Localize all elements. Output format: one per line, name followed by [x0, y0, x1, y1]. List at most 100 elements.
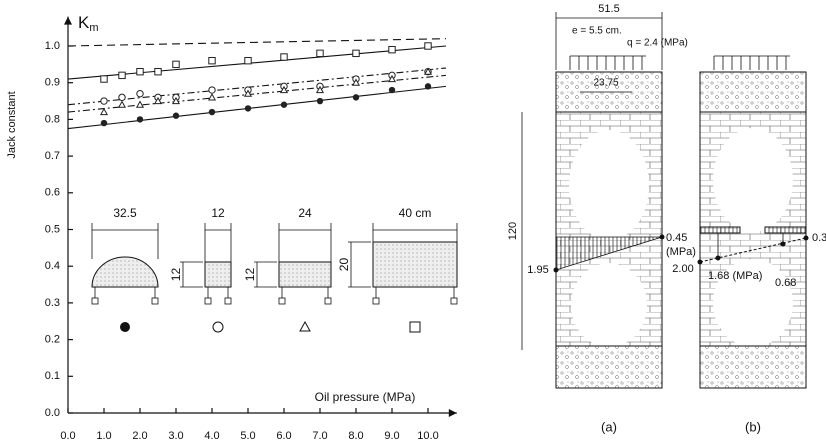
specimen: [91, 256, 159, 288]
marker-triangle: [207, 93, 217, 101]
specimen: [372, 241, 458, 288]
marker-square: [280, 53, 288, 61]
opening: [571, 263, 647, 347]
y-symbol: Km: [78, 13, 99, 33]
foot: [204, 297, 212, 305]
marker-dot: [352, 94, 360, 101]
marker-circle: [208, 86, 216, 94]
marker-triangle: [299, 320, 311, 332]
marker-dot: [136, 116, 144, 123]
opening: [569, 130, 649, 240]
marker-triangle: [135, 100, 145, 108]
y-tick-label: 0.5: [45, 223, 60, 235]
load-arrows: [569, 55, 646, 70]
specimen-height: 12: [243, 268, 257, 282]
x-axis-label: Oil pressure (MPa): [315, 390, 416, 404]
marker-triangle: [387, 74, 397, 83]
diagram-b: 0.3 0.68 2.00 1.68 (MPa) (b): [672, 55, 826, 434]
marker-triangle: [423, 67, 433, 75]
marker-square: [388, 45, 396, 54]
marker-triangle: [117, 100, 127, 108]
trend-line: [67, 67, 447, 106]
load-arrows: [713, 55, 790, 70]
mid-right-stress: 0.68: [775, 277, 796, 289]
marker-triangle: [351, 78, 361, 86]
y-axis-label: Jack constant: [6, 91, 18, 158]
point: [803, 235, 809, 241]
marker-square: [208, 56, 216, 65]
marker-square: [136, 67, 144, 76]
point: [659, 234, 665, 240]
specimen-height: 20: [337, 258, 351, 272]
x-tick-label: 3.0: [168, 430, 183, 442]
foot: [278, 297, 286, 305]
dim-line: [180, 261, 203, 288]
trend-line: [67, 74, 447, 113]
point: [780, 241, 786, 247]
y-symbol-sub: m: [89, 22, 98, 34]
opening: [713, 259, 793, 347]
dim-line: [372, 223, 458, 244]
marker-dot: [424, 83, 432, 90]
load-label: q = 2.4 (MPa): [627, 38, 688, 49]
point: [715, 255, 721, 261]
y-tick-label: 0.3: [45, 297, 60, 309]
stress-line: [699, 237, 807, 263]
width-dim: 51.5: [598, 3, 619, 15]
legs: [207, 287, 229, 299]
mid-left-stress: 1.68 (MPa): [708, 270, 762, 282]
base: [699, 345, 807, 389]
x-tick-label: 5.0: [240, 430, 255, 442]
y-tick-label: 0.8: [45, 113, 60, 125]
y-tick-label: 0.6: [45, 187, 60, 199]
top-cap: [699, 71, 807, 113]
x-tick-label: 10.0: [417, 430, 438, 442]
marker-triangle: [99, 107, 109, 116]
marker-triangle: [315, 85, 325, 94]
specimen-width: 24: [298, 206, 312, 220]
specimen-width: 12: [211, 206, 225, 220]
specimen-width: 40 cm: [399, 206, 432, 220]
y-tick-label: 1.0: [45, 40, 60, 52]
cap-dim: 23.75: [593, 78, 618, 89]
trend-line: [67, 85, 447, 130]
marker-dot: [120, 322, 130, 332]
dim-line: [254, 261, 277, 288]
marker-circle: [212, 321, 224, 333]
left-stress: 1.95: [527, 264, 548, 276]
marker-circle: [136, 90, 144, 98]
marker-square: [154, 67, 162, 76]
right-stress: 0.45: [666, 232, 687, 244]
marker-dot: [280, 101, 288, 108]
caption: (b): [745, 419, 761, 434]
y-symbol-main: K: [78, 13, 90, 32]
x-tick-label: 2.0: [132, 430, 147, 442]
diagram-a: 51.5 e = 5.5 cm. q = 2.4 (MPa) 23.75 120…: [507, 3, 696, 435]
x-tick-label: 8.0: [348, 430, 363, 442]
marker-triangle: [279, 85, 289, 94]
marker-square: [100, 75, 108, 83]
foot: [372, 297, 380, 305]
specimen: [204, 261, 232, 288]
x-tick-label: 6.0: [276, 430, 291, 442]
marker-dot: [244, 105, 252, 112]
point: [553, 267, 559, 273]
x-tick-label: 9.0: [384, 430, 399, 442]
y-arrow: [64, 16, 72, 25]
caption: (a): [601, 419, 617, 434]
legs: [94, 287, 156, 299]
marker-square: [172, 60, 180, 69]
specimen-height: 12: [169, 268, 183, 282]
foot: [91, 297, 99, 305]
marker-dot: [100, 119, 108, 127]
foot: [450, 297, 458, 305]
y-tick-label: 0.7: [45, 150, 60, 162]
y-tick-label: 0.0: [45, 407, 60, 419]
trend-line: [67, 38, 447, 47]
dim-line: [348, 241, 371, 288]
specimen: [278, 261, 332, 288]
marker-square: [118, 71, 126, 80]
dim-line: [91, 223, 159, 259]
legs: [281, 287, 329, 299]
